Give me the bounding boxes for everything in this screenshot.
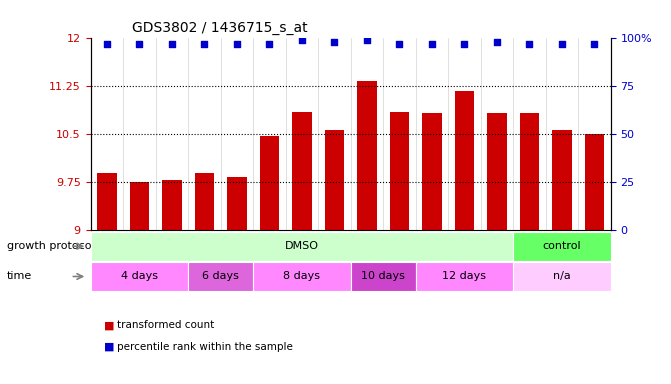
Bar [584,134,604,230]
Text: control: control [543,241,581,251]
Point [231,41,242,47]
Point [394,41,405,47]
Bar [260,136,279,230]
Point [297,37,307,43]
Bar [390,112,409,230]
Bar [552,130,572,230]
Point [589,41,600,47]
Text: percentile rank within the sample: percentile rank within the sample [117,341,293,352]
Point [134,41,145,47]
Text: 12 days: 12 days [442,271,486,281]
Point [166,41,177,47]
Text: transformed count: transformed count [117,320,215,331]
Bar [357,81,376,230]
Point [491,39,502,45]
Text: GDS3802 / 1436715_s_at: GDS3802 / 1436715_s_at [132,21,308,35]
Point [362,37,372,43]
Point [199,41,210,47]
Bar [454,91,474,230]
Point [556,41,567,47]
Text: time: time [7,271,32,281]
Text: n/a: n/a [553,271,571,281]
Point [329,39,340,45]
Point [427,41,437,47]
Bar [422,113,442,230]
Text: 8 days: 8 days [283,271,320,281]
Bar [162,180,182,230]
Point [459,41,470,47]
Bar [227,177,246,230]
Bar [130,182,149,230]
Bar [97,173,117,230]
Bar [325,130,344,230]
Text: 10 days: 10 days [361,271,405,281]
Point [524,41,535,47]
Text: DMSO: DMSO [285,241,319,251]
Text: 6 days: 6 days [202,271,239,281]
Text: 4 days: 4 days [121,271,158,281]
Bar [487,113,507,230]
Text: ■: ■ [104,341,115,352]
Text: ■: ■ [104,320,115,331]
Bar [292,112,311,230]
Point [264,41,274,47]
Bar [519,113,539,230]
Point [101,41,112,47]
Text: growth protocol: growth protocol [7,241,95,251]
Bar [195,173,214,230]
